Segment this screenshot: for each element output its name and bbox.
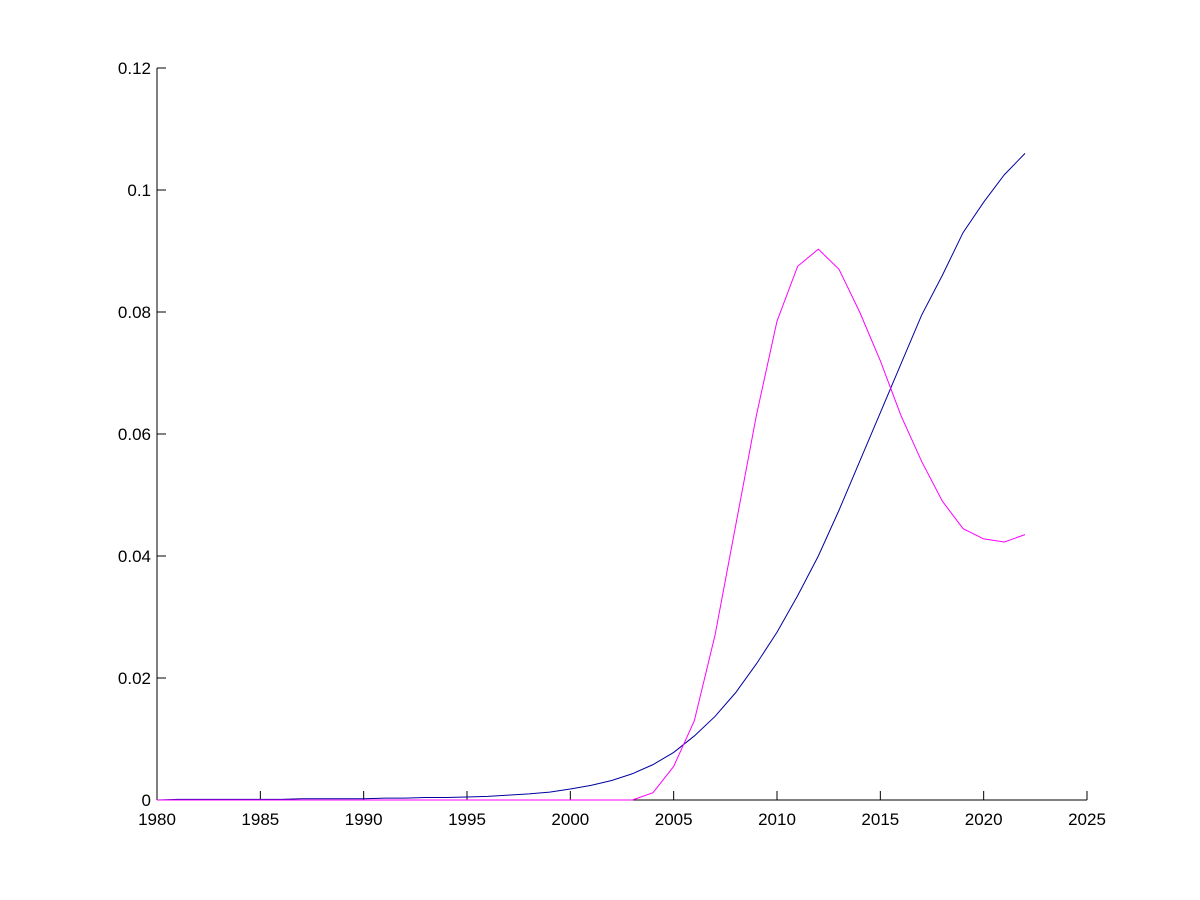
x-tick-label: 2020 [965, 810, 1003, 829]
x-tick-label: 2025 [1068, 810, 1106, 829]
x-tick-label: 1980 [138, 810, 176, 829]
series-line [156, 153, 1026, 801]
y-tick-label: 0.1 [127, 181, 151, 200]
x-tick-label: 2010 [758, 810, 796, 829]
x-tick-label: 1985 [241, 810, 279, 829]
y-tick-label: 0 [142, 791, 151, 810]
y-tick-label: 0.08 [118, 303, 151, 322]
y-tick-label: 0.06 [118, 425, 151, 444]
x-tick-label: 2015 [861, 810, 899, 829]
y-tick-label: 0.12 [118, 59, 151, 78]
x-tick-label: 1990 [345, 810, 383, 829]
series-line [157, 248, 1026, 801]
x-tick-label: 1995 [448, 810, 486, 829]
y-tick-label: 0.04 [118, 547, 151, 566]
x-tick-label: 2000 [551, 810, 589, 829]
y-tick-label: 0.02 [118, 669, 151, 688]
x-tick-label: 2005 [655, 810, 693, 829]
